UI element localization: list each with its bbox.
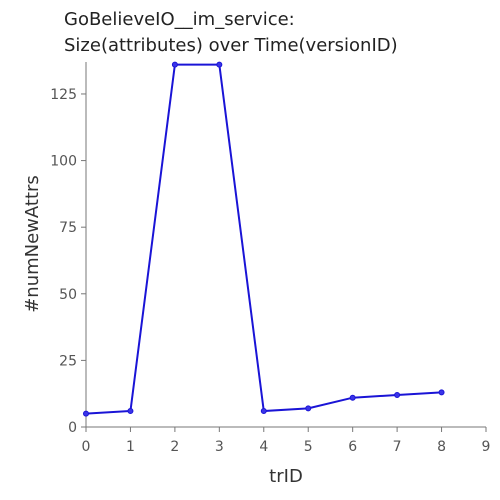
data-point — [349, 394, 356, 401]
y-tick-label: 100 — [50, 154, 77, 170]
y-tick-label: 0 — [68, 420, 77, 436]
data-point — [394, 392, 401, 399]
y-ticks: 0 25 50 75 100 125 — [50, 87, 86, 436]
data-point — [171, 61, 178, 68]
series-1 — [83, 61, 445, 417]
x-tick-label: 9 — [482, 439, 491, 455]
data-point — [83, 410, 89, 417]
series-line — [85, 63, 442, 415]
data-point — [216, 61, 223, 68]
x-tick-label: 4 — [259, 439, 268, 455]
chart-title-line-1: GoBelieveIO__im_service: — [64, 9, 295, 30]
x-axis-title: trID — [269, 466, 303, 487]
x-tick-label: 6 — [348, 439, 357, 455]
chart-title-line-2: Size(attributes) over Time(versionID) — [64, 35, 398, 56]
y-tick-label: 50 — [59, 287, 77, 303]
y-axis-title: #numNewAttrs — [22, 175, 43, 313]
x-tick-label: 5 — [304, 439, 313, 455]
y-tick-label: 25 — [59, 353, 77, 369]
x-tick-label: 2 — [170, 439, 179, 455]
x-tick-label: 0 — [82, 439, 91, 455]
y-tick-label: 75 — [59, 220, 77, 236]
data-point — [127, 408, 134, 415]
x-ticks: 0 1 2 3 4 5 6 7 8 9 — [82, 427, 491, 455]
x-tick-label: 1 — [126, 439, 135, 455]
data-point — [305, 405, 312, 412]
y-tick-label: 125 — [50, 87, 77, 103]
x-tick-label: 7 — [393, 439, 402, 455]
data-point — [438, 389, 445, 396]
data-point — [260, 408, 267, 415]
x-tick-label: 3 — [215, 439, 224, 455]
chart-title: GoBelieveIO__im_service: Size(attributes… — [64, 9, 398, 56]
axes — [85, 62, 486, 428]
x-tick-label: 8 — [437, 439, 446, 455]
